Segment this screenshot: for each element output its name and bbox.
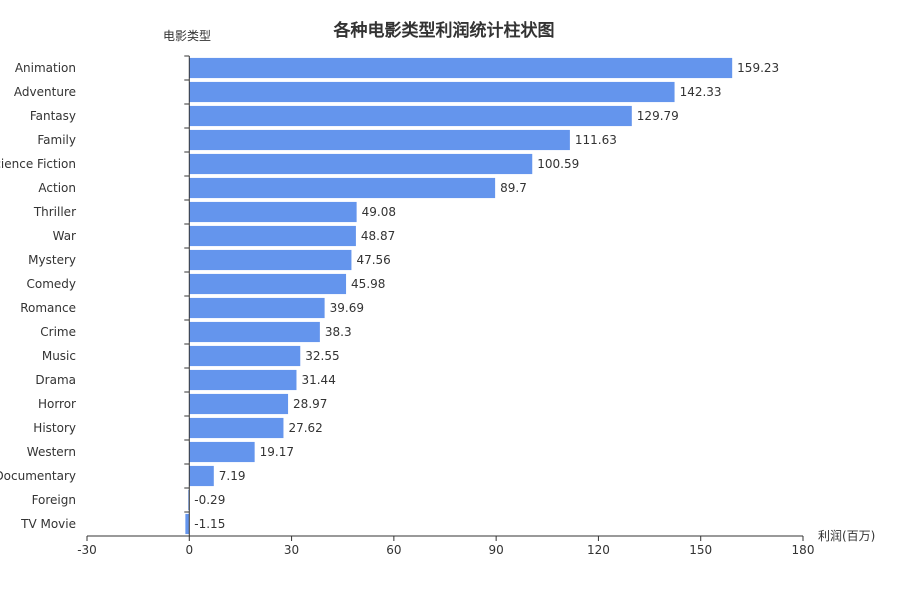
data-label: 129.79 bbox=[637, 109, 679, 123]
data-label: 38.3 bbox=[325, 325, 352, 339]
bar-western bbox=[189, 441, 255, 463]
y-tick-label: Adventure bbox=[14, 85, 76, 99]
y-tick-label: Animation bbox=[15, 61, 76, 75]
y-tick-label: Horror bbox=[38, 397, 76, 411]
data-label: 7.19 bbox=[219, 469, 246, 483]
bar-war bbox=[189, 225, 356, 247]
y-tick-label: Fantasy bbox=[30, 109, 76, 123]
y-tick-label: Drama bbox=[35, 373, 76, 387]
y-tick-label: War bbox=[53, 229, 76, 243]
chart-title: 各种电影类型利润统计柱状图 bbox=[333, 21, 555, 41]
data-label: 28.97 bbox=[293, 397, 327, 411]
y-tick-label: TV Movie bbox=[20, 517, 76, 531]
data-label: -1.15 bbox=[194, 517, 225, 531]
y-tick-label: Action bbox=[38, 181, 76, 195]
x-tick-label: 180 bbox=[792, 543, 815, 557]
x-tick-label: 60 bbox=[386, 543, 401, 557]
data-label: 89.7 bbox=[500, 181, 527, 195]
y-tick-label: Foreign bbox=[32, 493, 76, 507]
data-label: 31.44 bbox=[301, 373, 335, 387]
data-label: -0.29 bbox=[194, 493, 225, 507]
y-tick-label: History bbox=[33, 421, 76, 435]
bar-action bbox=[189, 177, 496, 199]
bar-family bbox=[189, 129, 570, 151]
bar-adventure bbox=[189, 81, 675, 103]
y-tick-label: Mystery bbox=[28, 253, 76, 267]
bar-history bbox=[189, 417, 284, 439]
data-label: 111.63 bbox=[575, 133, 617, 147]
bar-fantasy bbox=[189, 105, 632, 127]
bar-thriller bbox=[189, 201, 357, 223]
y-axis-label: 电影类型 bbox=[163, 29, 212, 43]
bar-science-fiction bbox=[189, 153, 533, 175]
bar-animation bbox=[189, 57, 733, 79]
bar-tv-movie bbox=[185, 513, 190, 535]
bar-crime bbox=[189, 321, 320, 343]
x-tick-label: 150 bbox=[689, 543, 712, 557]
y-tick-label: Music bbox=[42, 349, 76, 363]
data-label: 48.87 bbox=[361, 229, 395, 243]
data-label: 32.55 bbox=[305, 349, 339, 363]
data-label: 49.08 bbox=[362, 205, 396, 219]
bar-documentary bbox=[189, 465, 214, 487]
data-label: 27.62 bbox=[288, 421, 322, 435]
x-tick-label: 90 bbox=[489, 543, 504, 557]
y-tick-label: Comedy bbox=[26, 277, 76, 291]
data-label: 159.23 bbox=[737, 61, 779, 75]
bar-music bbox=[189, 345, 301, 367]
data-label: 39.69 bbox=[330, 301, 364, 315]
y-tick-label: Science Fiction bbox=[0, 157, 76, 171]
y-tick-label: Crime bbox=[40, 325, 76, 339]
x-tick-label: -30 bbox=[77, 543, 97, 557]
data-label: 142.33 bbox=[680, 85, 722, 99]
y-tick-label: Thriller bbox=[33, 205, 76, 219]
bar-mystery bbox=[189, 249, 352, 271]
x-tick-label: 0 bbox=[185, 543, 193, 557]
bar-horror bbox=[189, 393, 289, 415]
bar-romance bbox=[189, 297, 325, 319]
data-label: 47.56 bbox=[356, 253, 390, 267]
data-label: 100.59 bbox=[537, 157, 579, 171]
y-tick-label: Family bbox=[37, 133, 76, 147]
x-tick-label: 30 bbox=[284, 543, 299, 557]
bar-comedy bbox=[189, 273, 347, 295]
y-tick-label: Romance bbox=[20, 301, 76, 315]
bar-drama bbox=[189, 369, 297, 391]
y-tick-label: Western bbox=[27, 445, 76, 459]
x-tick-label: 120 bbox=[587, 543, 610, 557]
x-axis-label: 利润(百万) bbox=[818, 529, 875, 543]
data-label: 19.17 bbox=[260, 445, 294, 459]
y-tick-label: Documentary bbox=[0, 469, 76, 483]
data-label: 45.98 bbox=[351, 277, 385, 291]
